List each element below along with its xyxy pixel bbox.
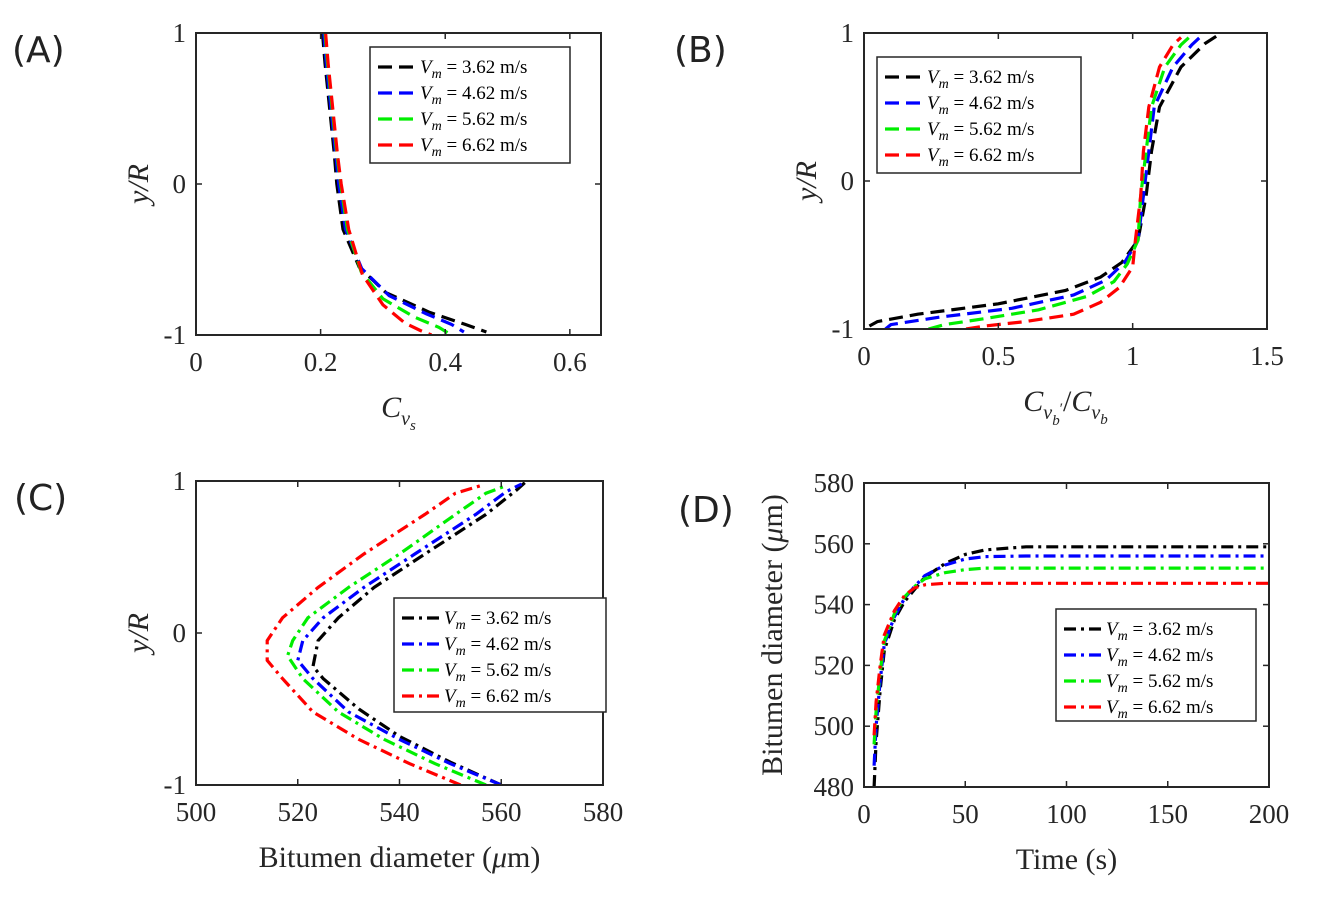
legend-label: Vm = 6.62 m/s [1106, 697, 1213, 722]
series-line-1 [311, 481, 528, 785]
legend: Vm = 3.62 m/sVm = 4.62 m/sVm = 5.62 m/sV… [876, 56, 1082, 174]
legend-label: Vm = 6.62 m/s [420, 135, 527, 160]
series-line-4 [872, 581, 1269, 736]
legend-label: Vm = 4.62 m/s [927, 93, 1034, 118]
x-axis-label: Cvs [381, 391, 416, 434]
series-line-3 [285, 484, 507, 785]
y-axis-label: y/R [790, 161, 823, 204]
x-axis-label: Bitumen diameter (μm) [259, 841, 541, 874]
x-axis-label: Time (s) [1016, 843, 1117, 876]
y-tick-label: -1 [164, 770, 187, 800]
legend-label: Vm = 6.62 m/s [444, 686, 551, 711]
legend-label: Vm = 5.62 m/s [444, 660, 551, 685]
series-line-4 [324, 33, 433, 335]
legend: Vm = 3.62 m/sVm = 4.62 m/sVm = 5.62 m/sV… [369, 46, 571, 164]
series-line-2 [884, 36, 1201, 329]
panel-label-c: (C) [14, 478, 67, 519]
x-tick-label: 0.6 [553, 347, 587, 377]
y-axis-label: Bitumen diameter (μm) [756, 494, 789, 776]
series-line-3 [928, 36, 1191, 329]
x-tick-label: 0 [189, 347, 203, 377]
y-tick-label: 580 [814, 468, 855, 498]
x-tick-label: 0.4 [428, 347, 462, 377]
x-tick-label: 50 [952, 799, 979, 829]
panel-label-b: (B) [674, 30, 727, 71]
x-tick-label: 0 [857, 799, 871, 829]
legend-label: Vm = 5.62 m/s [1106, 671, 1213, 696]
series-line-4 [265, 484, 482, 785]
x-tick-label: 1 [1126, 341, 1140, 371]
chart-panel-d: 0 50 100 150 200 480 500 520 540 560 580 Bitumen di… [756, 468, 1289, 876]
legend: Vm = 3.62 m/sVm = 4.62 m/sVm = 5.62 m/sV… [393, 597, 607, 713]
x-tick-label: 200 [1249, 799, 1290, 829]
legend-label: Vm = 3.62 m/s [444, 608, 551, 633]
series-line-2 [872, 554, 1269, 766]
x-tick-label: 0 [857, 341, 871, 371]
x-tick-label: 540 [379, 797, 420, 827]
legend-label: Vm = 3.62 m/s [1106, 619, 1213, 644]
x-tick-label: 150 [1148, 799, 1189, 829]
y-tick-label: 0 [841, 166, 855, 196]
chart-panel-c: 500 520 540 560 580 -1 0 1 y/R Bitumen diameter (… [122, 466, 623, 874]
legend: Vm = 3.62 m/sVm = 4.62 m/sVm = 5.62 m/sV… [1055, 608, 1257, 722]
y-axis-label: y/R [122, 164, 155, 207]
x-tick-label: 0.5 [981, 341, 1015, 371]
y-tick-label: 1 [173, 18, 187, 48]
x-tick-label: 500 [176, 797, 217, 827]
y-tick-label: 0 [173, 169, 187, 199]
legend-label: Vm = 6.62 m/s [927, 145, 1034, 170]
legend-label: Vm = 4.62 m/s [420, 83, 527, 108]
y-tick-label: 520 [814, 650, 855, 680]
x-tick-label: 100 [1046, 799, 1087, 829]
x-tick-label: 560 [481, 797, 522, 827]
x-tick-label: 520 [278, 797, 319, 827]
y-tick-label: -1 [832, 314, 855, 344]
legend-label: Vm = 3.62 m/s [420, 57, 527, 82]
panel-label-d: (D) [678, 490, 734, 531]
series-line-4 [965, 36, 1183, 329]
y-tick-label: 1 [841, 18, 855, 48]
legend-label: Vm = 4.62 m/s [444, 634, 551, 659]
y-tick-label: 480 [814, 772, 855, 802]
legend-label: Vm = 4.62 m/s [1106, 645, 1213, 670]
y-tick-label: 500 [814, 711, 855, 741]
legend-label: Vm = 5.62 m/s [927, 119, 1034, 144]
y-tick-label: 560 [814, 529, 855, 559]
y-tick-label: -1 [164, 320, 187, 350]
x-axis-label: Cvb′/Cvb [1023, 385, 1108, 429]
panel-label-a: (A) [12, 30, 65, 71]
x-tick-label: 0.2 [304, 347, 338, 377]
y-axis-label: y/R [122, 613, 155, 656]
series-line-2 [296, 482, 523, 785]
x-tick-label: 580 [583, 797, 624, 827]
y-tick-label: 540 [814, 590, 855, 620]
legend-label: Vm = 5.62 m/s [420, 109, 527, 134]
x-tick-label: 1.5 [1250, 341, 1284, 371]
y-tick-label: 1 [173, 466, 187, 496]
y-tick-label: 0 [173, 618, 187, 648]
legend-label: Vm = 3.62 m/s [927, 67, 1034, 92]
